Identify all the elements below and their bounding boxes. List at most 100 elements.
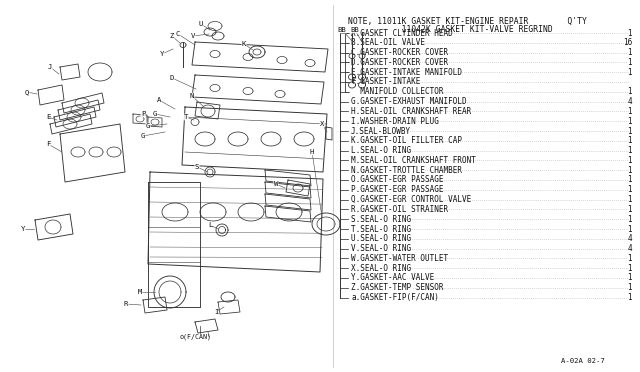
Polygon shape xyxy=(192,42,328,72)
Text: M: M xyxy=(138,289,142,295)
Text: 1: 1 xyxy=(627,146,632,155)
Text: 1: 1 xyxy=(627,215,632,224)
Text: 1: 1 xyxy=(627,136,632,145)
Polygon shape xyxy=(38,85,64,105)
Text: Y: Y xyxy=(21,226,25,232)
Text: K: K xyxy=(242,41,246,47)
Text: X.SEAL-O RING: X.SEAL-O RING xyxy=(351,264,411,273)
Text: C.GASKET-ROCKER COVER: C.GASKET-ROCKER COVER xyxy=(351,48,448,57)
Text: 1: 1 xyxy=(627,273,632,282)
Text: A-02A 02-7: A-02A 02-7 xyxy=(561,358,605,364)
Text: U.SEAL-O RING: U.SEAL-O RING xyxy=(351,234,411,243)
Text: 1: 1 xyxy=(627,205,632,214)
Polygon shape xyxy=(60,124,125,182)
Text: 1: 1 xyxy=(627,195,632,204)
Text: Z: Z xyxy=(170,33,174,39)
Text: 1: 1 xyxy=(627,156,632,165)
Polygon shape xyxy=(58,100,100,120)
Polygon shape xyxy=(50,114,92,134)
Text: D: D xyxy=(170,75,174,81)
Text: 1: 1 xyxy=(627,117,632,126)
Text: O.GASKET-EGR PASSAGE: O.GASKET-EGR PASSAGE xyxy=(351,176,444,185)
Text: BB: BB xyxy=(338,27,346,33)
Text: G.GASKET-EXHAUST MANIFOLD: G.GASKET-EXHAUST MANIFOLD xyxy=(351,97,467,106)
Polygon shape xyxy=(192,75,324,104)
Text: V.SEAL-O RING: V.SEAL-O RING xyxy=(351,244,411,253)
Text: M.SEAL-OIL CRANKSHAFT FRONT: M.SEAL-OIL CRANKSHAFT FRONT xyxy=(351,156,476,165)
Text: P.GASKET-EGR PASSAGE: P.GASKET-EGR PASSAGE xyxy=(351,185,444,194)
Text: BB: BB xyxy=(351,27,360,33)
Text: 1: 1 xyxy=(627,107,632,116)
Text: Q.GASKET-EGR CONTROL VALVE: Q.GASKET-EGR CONTROL VALVE xyxy=(351,195,471,204)
Text: B.SEAL-OIL VALVE: B.SEAL-OIL VALVE xyxy=(351,38,425,47)
Text: W: W xyxy=(274,181,278,187)
Text: 1: 1 xyxy=(627,283,632,292)
Polygon shape xyxy=(148,182,200,307)
Text: 1: 1 xyxy=(627,254,632,263)
Text: 4: 4 xyxy=(627,234,632,243)
Text: T.SEAL-O RING: T.SEAL-O RING xyxy=(351,224,411,234)
Text: F.GASKET-INTAKE: F.GASKET-INTAKE xyxy=(351,77,420,87)
Text: G: G xyxy=(146,123,150,129)
Text: C: C xyxy=(176,31,180,37)
Text: 4: 4 xyxy=(627,244,632,253)
Text: P: P xyxy=(141,111,145,117)
Polygon shape xyxy=(265,206,311,222)
Text: H.SEAL-OIL CRANKSHAFT REAR: H.SEAL-OIL CRANKSHAFT REAR xyxy=(351,107,471,116)
Text: 11042K GASKET KIT-VALVE REGRIND: 11042K GASKET KIT-VALVE REGRIND xyxy=(348,25,553,34)
Text: W.GASKET-WATER OUTLET: W.GASKET-WATER OUTLET xyxy=(351,254,448,263)
Text: 1: 1 xyxy=(627,185,632,194)
Polygon shape xyxy=(265,194,311,210)
Text: 1: 1 xyxy=(627,29,632,38)
Text: 1: 1 xyxy=(627,293,632,302)
Text: U: U xyxy=(199,21,203,27)
Text: A.GASKET CLYINDER HEAD: A.GASKET CLYINDER HEAD xyxy=(351,29,452,38)
Text: G: G xyxy=(153,111,157,117)
Text: N.GASKET-TROTTLE CHAMBER: N.GASKET-TROTTLE CHAMBER xyxy=(351,166,462,175)
Text: F: F xyxy=(46,141,50,147)
Text: S: S xyxy=(195,164,199,170)
Polygon shape xyxy=(265,182,311,198)
Text: 1: 1 xyxy=(627,87,632,96)
Text: I: I xyxy=(214,309,218,315)
Polygon shape xyxy=(62,93,104,113)
Text: G: G xyxy=(141,133,145,139)
Text: 1: 1 xyxy=(627,224,632,234)
Text: E.GASKET-INTAKE MANIFOLD: E.GASKET-INTAKE MANIFOLD xyxy=(351,68,462,77)
Polygon shape xyxy=(265,170,311,186)
Text: Y: Y xyxy=(160,51,164,57)
Text: 1: 1 xyxy=(627,58,632,67)
Text: A: A xyxy=(157,97,161,103)
Text: Y.GASKET-AAC VALVE: Y.GASKET-AAC VALVE xyxy=(351,273,435,282)
Text: 1: 1 xyxy=(627,176,632,185)
Text: K.GASKET-OIL FILLTER CAP: K.GASKET-OIL FILLTER CAP xyxy=(351,136,462,145)
Text: 1: 1 xyxy=(627,68,632,77)
Text: I.WASHER-DRAIN PLUG: I.WASHER-DRAIN PLUG xyxy=(351,117,439,126)
Text: V: V xyxy=(191,33,195,39)
Text: N: N xyxy=(190,93,194,99)
Polygon shape xyxy=(182,107,327,172)
Text: H: H xyxy=(310,149,314,155)
Text: L.SEAL-O RING: L.SEAL-O RING xyxy=(351,146,411,155)
Text: R.GASKET-OIL STRAINER: R.GASKET-OIL STRAINER xyxy=(351,205,448,214)
Polygon shape xyxy=(54,107,96,127)
Text: T: T xyxy=(184,114,188,120)
Text: L: L xyxy=(208,222,212,228)
Polygon shape xyxy=(148,172,323,272)
Text: 1: 1 xyxy=(627,126,632,135)
Text: 1: 1 xyxy=(627,48,632,57)
Text: J: J xyxy=(48,64,52,70)
Text: X: X xyxy=(320,121,324,127)
Polygon shape xyxy=(35,214,73,240)
Text: 1: 1 xyxy=(627,264,632,273)
Text: R: R xyxy=(124,301,128,307)
Text: a.GASKET-FIP(F/CAN): a.GASKET-FIP(F/CAN) xyxy=(351,293,439,302)
Text: D.GASKET-ROCKER COVER: D.GASKET-ROCKER COVER xyxy=(351,58,448,67)
Text: Z.GASKET-TEMP SENSOR: Z.GASKET-TEMP SENSOR xyxy=(351,283,444,292)
Text: E: E xyxy=(46,114,50,120)
Text: S.SEAL-O RING: S.SEAL-O RING xyxy=(351,215,411,224)
Text: Q: Q xyxy=(25,89,29,95)
Text: NOTE, 11011K GASKET KIT-ENGINE REPAIR        Q'TY: NOTE, 11011K GASKET KIT-ENGINE REPAIR Q'… xyxy=(348,17,587,26)
Text: o(F/CAN): o(F/CAN) xyxy=(179,334,211,340)
Text: 16: 16 xyxy=(623,38,632,47)
